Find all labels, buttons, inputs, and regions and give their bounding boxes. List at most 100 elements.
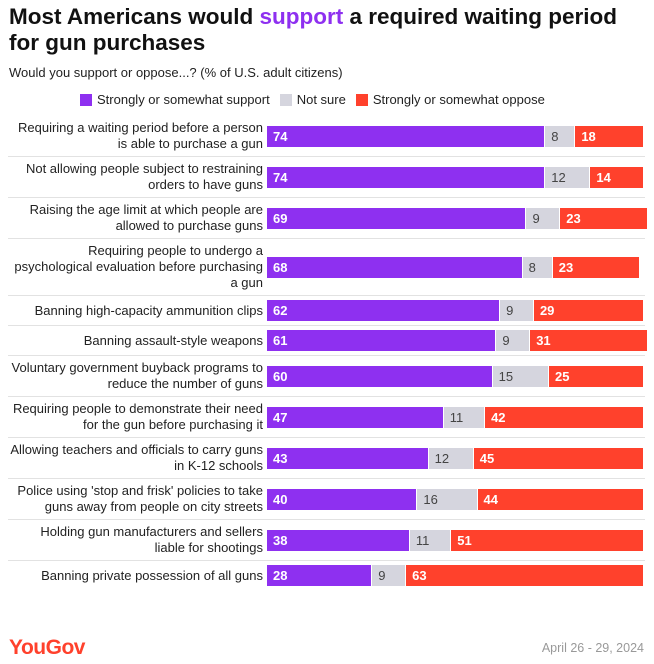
- bar-track: 60 15 25: [267, 365, 643, 387]
- value-label: 12: [551, 169, 566, 185]
- row: Banning private possession of all guns 28…: [8, 560, 645, 590]
- title-part: a required waiting period for gun purcha…: [9, 4, 618, 55]
- bar-segment: 45: [473, 447, 643, 469]
- title-part: Most Americans would: [9, 4, 254, 29]
- row: Not allowing people subject to restraini…: [8, 156, 645, 197]
- bar-segment: 43: [267, 447, 429, 469]
- row: Requiring a waiting period before a pers…: [8, 116, 645, 156]
- value-label: 14: [596, 169, 611, 185]
- value-label: 25: [555, 368, 570, 384]
- category-label: Banning high-capacity ammunition clips: [34, 302, 263, 318]
- value-label: 9: [506, 303, 514, 318]
- legend-swatch: [80, 93, 92, 106]
- chart-title: Most Americans would support a required …: [9, 4, 629, 56]
- value-label: 69: [273, 210, 288, 226]
- bar-track: 47 11 42: [267, 406, 643, 428]
- value-label: 45: [479, 450, 495, 466]
- value-label: 62: [273, 303, 288, 318]
- value-label: 63: [412, 568, 427, 583]
- value-label: 29: [539, 303, 555, 318]
- value-label: 42: [491, 409, 506, 425]
- value-label: 8: [528, 259, 536, 275]
- category-label: Requiring people to undergo a psychologi…: [14, 243, 263, 290]
- value-label: 28: [273, 568, 288, 583]
- bar-segment: 18: [575, 125, 643, 147]
- bar-segment: 9: [526, 207, 561, 229]
- bar-segment: 74: [267, 166, 546, 188]
- legend-swatch: [279, 93, 292, 106]
- row: Raising the age limit at which people ar…: [8, 197, 647, 238]
- bar-segment: 31: [530, 330, 647, 351]
- value-label: 23: [566, 210, 581, 226]
- bar-track: 43 12 45: [267, 447, 643, 469]
- value-label: 60: [273, 368, 288, 384]
- legend-label: Strongly or somewhat oppose: [372, 92, 545, 107]
- legend: Strongly or somewhat support Not sure Stro…: [80, 92, 545, 107]
- legend-swatch: [355, 93, 368, 106]
- bar-segment: 11: [409, 529, 452, 551]
- bar-segment: 11: [443, 406, 486, 428]
- subtitle: Would you support or oppose...? (% of U.…: [9, 65, 343, 80]
- bar-segment: 29: [533, 300, 643, 321]
- value-label: 74: [273, 128, 288, 144]
- category-label: Allowing teachers and officials to carry…: [10, 442, 263, 473]
- bar-segment: 25: [549, 365, 643, 387]
- row: Voluntary government buyback programs to…: [8, 355, 645, 396]
- value-label: 9: [532, 210, 540, 226]
- legend-item: Strongly or somewhat support: [80, 92, 270, 107]
- bar-segment: 69: [267, 207, 527, 229]
- value-label: 18: [581, 128, 596, 144]
- bar-track: 74 12 14: [267, 166, 643, 188]
- row: Police using 'stop and frisk' policies t…: [8, 478, 645, 519]
- bar-segment: 28: [267, 565, 373, 586]
- bar-segment: 44: [477, 488, 643, 510]
- category-label: Raising the age limit at which people ar…: [29, 202, 263, 233]
- category-label: Requiring people to demonstrate their ne…: [12, 401, 263, 432]
- bar-segment: 47: [267, 406, 444, 428]
- value-label: 47: [273, 409, 288, 425]
- bar-track: 61 9 31: [267, 330, 647, 351]
- category-label: Voluntary government buyback programs to…: [11, 360, 263, 391]
- value-label: 61: [273, 333, 288, 348]
- bar-segment: 12: [428, 447, 474, 469]
- row: Banning high-capacity ammunition clips 62…: [8, 295, 645, 325]
- date: April 26 - 29, 2024: [541, 641, 644, 655]
- category-label: Holding gun manufacturers and sellers li…: [40, 524, 263, 555]
- value-label: 16: [423, 491, 438, 507]
- bar-track: 74 8 18: [267, 125, 643, 147]
- category-label: Requiring a waiting period before a pers…: [18, 120, 263, 151]
- bar-track: 62 9 29: [267, 300, 643, 321]
- value-label: 74: [273, 169, 288, 185]
- legend-item: Strongly or somewhat oppose: [355, 92, 545, 107]
- value-label: 23: [558, 259, 574, 275]
- category-label: Police using 'stop and frisk' policies t…: [17, 483, 263, 514]
- bar-track: 69 9 23: [267, 207, 647, 229]
- bar-segment: 38: [267, 529, 410, 551]
- value-label: 8: [551, 128, 559, 144]
- row: Requiring people to demonstrate their ne…: [8, 396, 645, 437]
- logo: YouGov: [9, 636, 85, 659]
- row: Holding gun manufacturers and sellers li…: [8, 519, 645, 560]
- bar-segment: 63: [406, 565, 643, 586]
- bar-segment: 14: [590, 166, 643, 188]
- value-label: 31: [536, 333, 551, 348]
- legend-label: Not sure: [296, 92, 346, 107]
- value-label: 44: [483, 491, 499, 507]
- bar-segment: 42: [485, 406, 643, 428]
- bar-segment: 51: [451, 529, 643, 551]
- category-label: Not allowing people subject to restraini…: [25, 161, 263, 192]
- value-label: 11: [449, 409, 464, 425]
- bar-segment: 8: [522, 256, 553, 278]
- bar-segment: 15: [492, 365, 549, 387]
- bar-track: 68 8 23: [267, 256, 643, 278]
- value-label: 38: [273, 532, 288, 548]
- plot: Requiring a waiting period before a pers…: [8, 116, 647, 590]
- bar-segment: 23: [552, 256, 640, 278]
- bar-segment: 9: [496, 330, 531, 351]
- bar-segment: 60: [267, 365, 493, 387]
- value-label: 9: [378, 568, 386, 583]
- value-label: 51: [457, 532, 472, 548]
- bar-segment: 12: [545, 166, 591, 188]
- bar-segment: 74: [267, 125, 546, 147]
